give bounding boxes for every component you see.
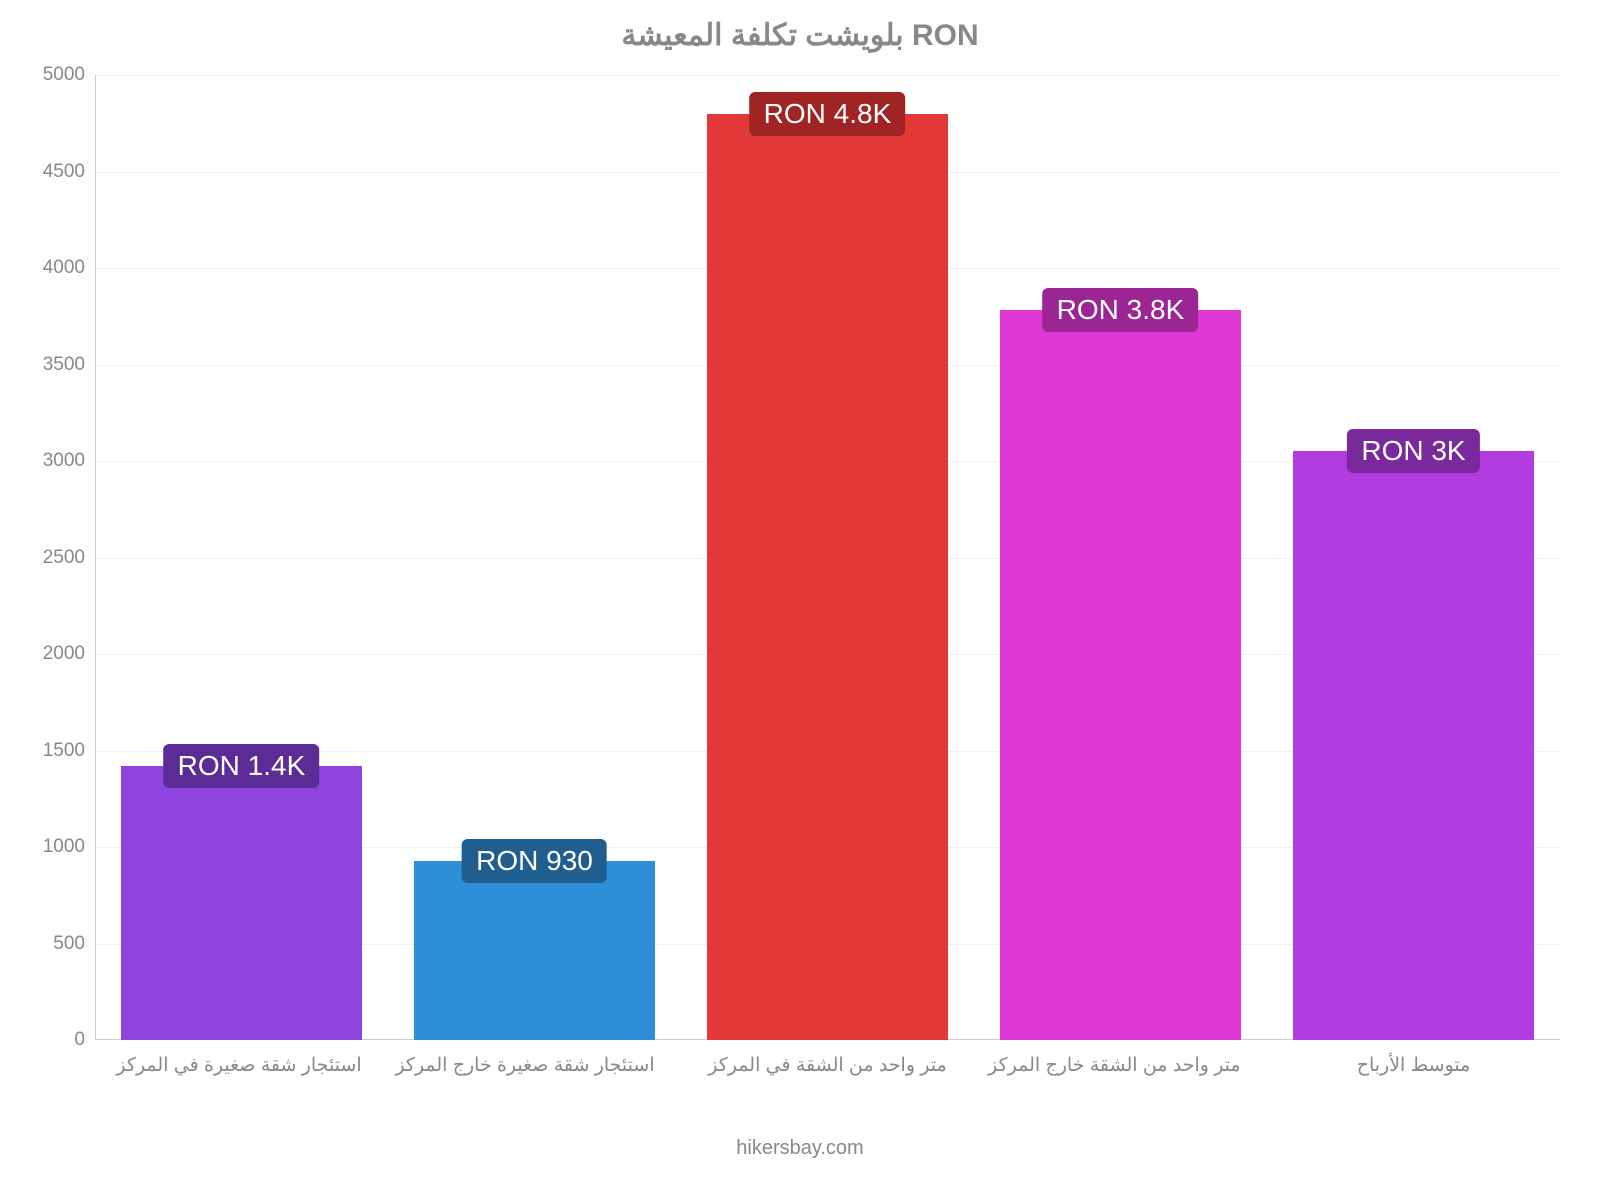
x-category-label: متر واحد من الشقة في المركز — [707, 1040, 947, 1077]
bar: RON 3.8Kمتر واحد من الشقة خارج المركز — [1000, 310, 1240, 1040]
bar-value-badge: RON 3K — [1347, 429, 1479, 473]
chart-container: بلويشت تكلفة المعيشة RON 050010001500200… — [0, 0, 1600, 1200]
chart-title: بلويشت تكلفة المعيشة RON — [0, 18, 1600, 53]
bar: RON 1.4Kاستئجار شقة صغيرة في المركز — [121, 766, 361, 1040]
y-tick-label: 500 — [53, 933, 95, 955]
y-tick-label: 0 — [74, 1029, 95, 1051]
bar-value-badge: RON 930 — [462, 839, 607, 883]
x-category-label: استئجار شقة صغيرة خارج المركز — [414, 1040, 654, 1077]
bar: RON 930استئجار شقة صغيرة خارج المركز — [414, 861, 654, 1040]
y-tick-label: 3000 — [43, 450, 95, 472]
y-tick-label: 1000 — [43, 836, 95, 858]
x-category-label: استئجار شقة صغيرة في المركز — [121, 1040, 361, 1077]
y-tick-label: 5000 — [43, 64, 95, 86]
y-tick-label: 4000 — [43, 257, 95, 279]
grid-line — [95, 75, 1560, 76]
bar-value-badge: RON 4.8K — [750, 92, 906, 136]
plot-area: 0500100015002000250030003500400045005000… — [95, 75, 1560, 1040]
bar-value-badge: RON 1.4K — [164, 744, 320, 788]
y-tick-label: 1500 — [43, 740, 95, 762]
y-tick-label: 3500 — [43, 354, 95, 376]
y-tick-label: 2000 — [43, 643, 95, 665]
x-category-label: متوسط الأرباح — [1293, 1040, 1533, 1077]
bar: RON 3Kمتوسط الأرباح — [1293, 451, 1533, 1040]
x-category-label: متر واحد من الشقة خارج المركز — [1000, 1040, 1240, 1077]
bar-value-badge: RON 3.8K — [1043, 288, 1199, 332]
source-credit: hikersbay.com — [0, 1137, 1600, 1160]
y-tick-label: 2500 — [43, 547, 95, 569]
bar: RON 4.8Kمتر واحد من الشقة في المركز — [707, 114, 947, 1040]
y-axis-line — [95, 75, 96, 1040]
y-tick-label: 4500 — [43, 161, 95, 183]
